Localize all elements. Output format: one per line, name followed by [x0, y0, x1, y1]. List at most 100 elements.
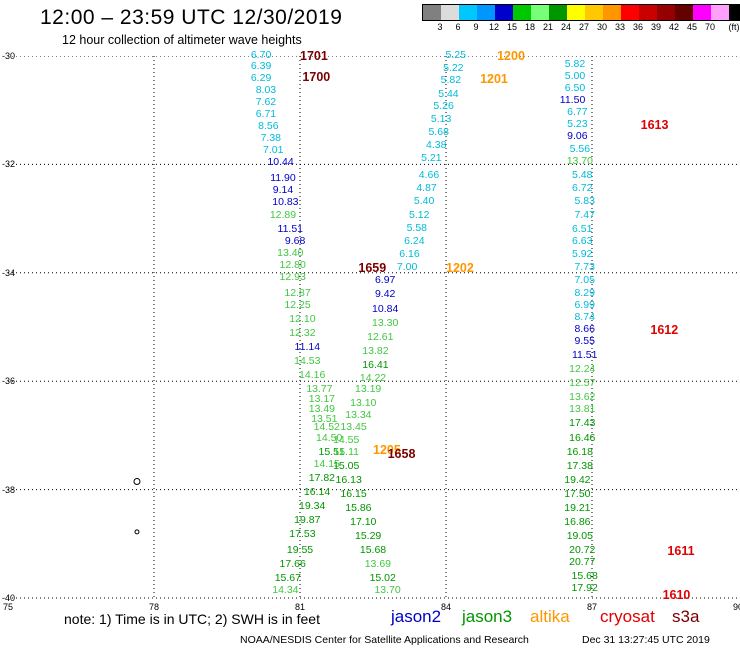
latitude-tick-label: -30	[2, 51, 16, 61]
wave-height-value: 5.83	[574, 195, 595, 208]
wave-height-value: 6.16	[399, 247, 420, 260]
wave-height-value: 16.41	[362, 358, 389, 371]
wave-height-value: 5.00	[564, 70, 586, 83]
wave-height-value: 8.66	[574, 323, 595, 336]
wave-height-value: 19.34	[299, 499, 326, 512]
wave-height-value: 12.87	[284, 286, 311, 299]
wave-height-value: 13.82	[362, 344, 389, 357]
wave-height-value: 9.42	[374, 288, 396, 301]
wave-height-value: 8.03	[255, 84, 277, 97]
color-swatch	[693, 5, 711, 20]
wave-height-value: 7.62	[255, 96, 277, 109]
color-swatch	[513, 5, 531, 20]
wave-height-value: 4.38	[426, 139, 447, 152]
wave-height-value: 12.89	[269, 208, 297, 221]
wave-height-value: 6.72	[572, 182, 593, 195]
credit-line: NOAA/NESDIS Center for Satellite Applica…	[240, 634, 529, 646]
pass-time-label: 1202	[446, 260, 474, 275]
wave-height-value: 13.77	[306, 383, 333, 396]
wave-height-value: 8.74	[574, 310, 595, 323]
wave-height-value: 6.77	[567, 106, 588, 119]
color-scale-label: 21	[542, 22, 554, 32]
pass-time-label: 1201	[480, 72, 508, 87]
wave-height-value: 17.53	[289, 528, 316, 541]
wave-height-value: 13.10	[350, 397, 377, 410]
wave-height-value: 7.73	[574, 260, 595, 273]
color-scale-label: 36	[632, 22, 644, 32]
longitude-tick-label: 84	[440, 602, 452, 612]
color-scale-label: 12	[488, 22, 500, 32]
wave-height-value: 20.77	[569, 555, 596, 568]
wave-height-value: 16.15	[340, 487, 367, 500]
generation-timestamp: Dec 31 13:27:45 UTC 2019	[582, 634, 710, 646]
wave-height-value: 5.23	[567, 118, 588, 131]
latitude-tick-label: -40	[2, 593, 16, 603]
color-swatch	[549, 5, 567, 20]
wave-height-value: 7.47	[574, 208, 595, 221]
legend-altika: altika	[530, 607, 570, 626]
wave-height-value: 14.22	[359, 371, 387, 384]
legend-s3a: s3a	[672, 607, 700, 626]
wave-height-value: 5.48	[572, 169, 593, 182]
wave-height-value: 5.82	[564, 58, 586, 71]
color-swatch	[675, 5, 693, 20]
color-swatch	[585, 5, 603, 20]
color-swatch	[657, 5, 675, 20]
wave-height-value: 7.38	[260, 132, 282, 145]
color-swatch	[531, 5, 549, 20]
pass-time-label: 1610	[662, 588, 691, 602]
wave-height-value: 13.81	[569, 403, 596, 416]
wave-height-value: 13.34	[345, 409, 372, 422]
wave-height-value: 12.57	[569, 377, 596, 390]
wave-height-value: 19.21	[564, 502, 591, 515]
wave-height-value: 17.82	[308, 471, 336, 484]
wave-height-value: 13.69	[364, 557, 391, 570]
wave-height-value: 15.11	[333, 445, 359, 458]
color-swatch	[567, 5, 585, 20]
wave-height-value: 14.15	[313, 457, 340, 470]
color-swatch	[477, 5, 495, 20]
wave-height-value: 6.71	[255, 107, 277, 120]
pass-time-label: 1611	[667, 543, 695, 558]
longitude-tick-label: 78	[148, 602, 160, 612]
color-swatch	[495, 5, 513, 20]
pass-time-label: 1200	[497, 48, 525, 63]
color-scale-label: 45	[686, 22, 698, 32]
footnote: note: 1) Time is in UTC; 2) SWH is in fe…	[64, 611, 320, 627]
wave-height-value: 15.68	[359, 543, 387, 556]
wave-height-value: 17.38	[566, 459, 593, 472]
wave-height-value: 16.18	[566, 445, 593, 458]
map-subtitle: 12 hour collection of altimeter wave hei…	[62, 33, 302, 47]
wave-height-value: 14.55	[333, 433, 360, 446]
wave-height-value: 17.50	[564, 487, 591, 500]
wave-height-value: 5.58	[406, 221, 428, 234]
color-scale-label: (ft)	[728, 22, 740, 32]
wave-height-value: 12.80	[279, 258, 306, 271]
latitude-tick-label: -38	[2, 484, 16, 495]
wave-height-value: 8.56	[258, 120, 279, 133]
color-scale-label: 27	[578, 22, 590, 32]
color-scale-label: 24	[560, 22, 572, 32]
wave-height-value: 5.22	[443, 61, 464, 74]
color-swatch	[711, 5, 729, 20]
legend-cryosat: cryosat	[600, 607, 655, 626]
wave-height-value: 13.49	[308, 403, 336, 416]
wave-height-value: 15.67	[274, 571, 301, 584]
wave-height-value: 5.25	[445, 48, 466, 61]
color-swatch	[423, 5, 441, 20]
wave-height-value: 12.61	[367, 330, 394, 343]
wave-height-value: 16.13	[335, 473, 362, 486]
pass-time-label: 1205	[373, 443, 401, 458]
wave-height-value: 15.68	[571, 569, 598, 582]
wave-height-value: 17.10	[350, 516, 377, 529]
wave-height-value: 13.40	[277, 246, 304, 259]
wave-height-value: 13.45	[340, 421, 367, 434]
wave-height-value: 5.13	[430, 113, 452, 126]
longitude-tick-label: 87	[586, 602, 598, 612]
color-scale-label: 9	[473, 22, 479, 32]
wave-height-value: 5.68	[428, 126, 449, 139]
wave-height-value: 6.99	[574, 298, 595, 311]
wave-height-value: 13.30	[372, 316, 399, 329]
wave-height-value: 13.17	[308, 393, 336, 406]
wave-height-value: 5.40	[413, 195, 435, 208]
